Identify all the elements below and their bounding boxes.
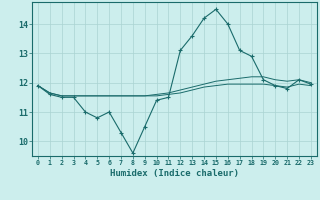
X-axis label: Humidex (Indice chaleur): Humidex (Indice chaleur) bbox=[110, 169, 239, 178]
